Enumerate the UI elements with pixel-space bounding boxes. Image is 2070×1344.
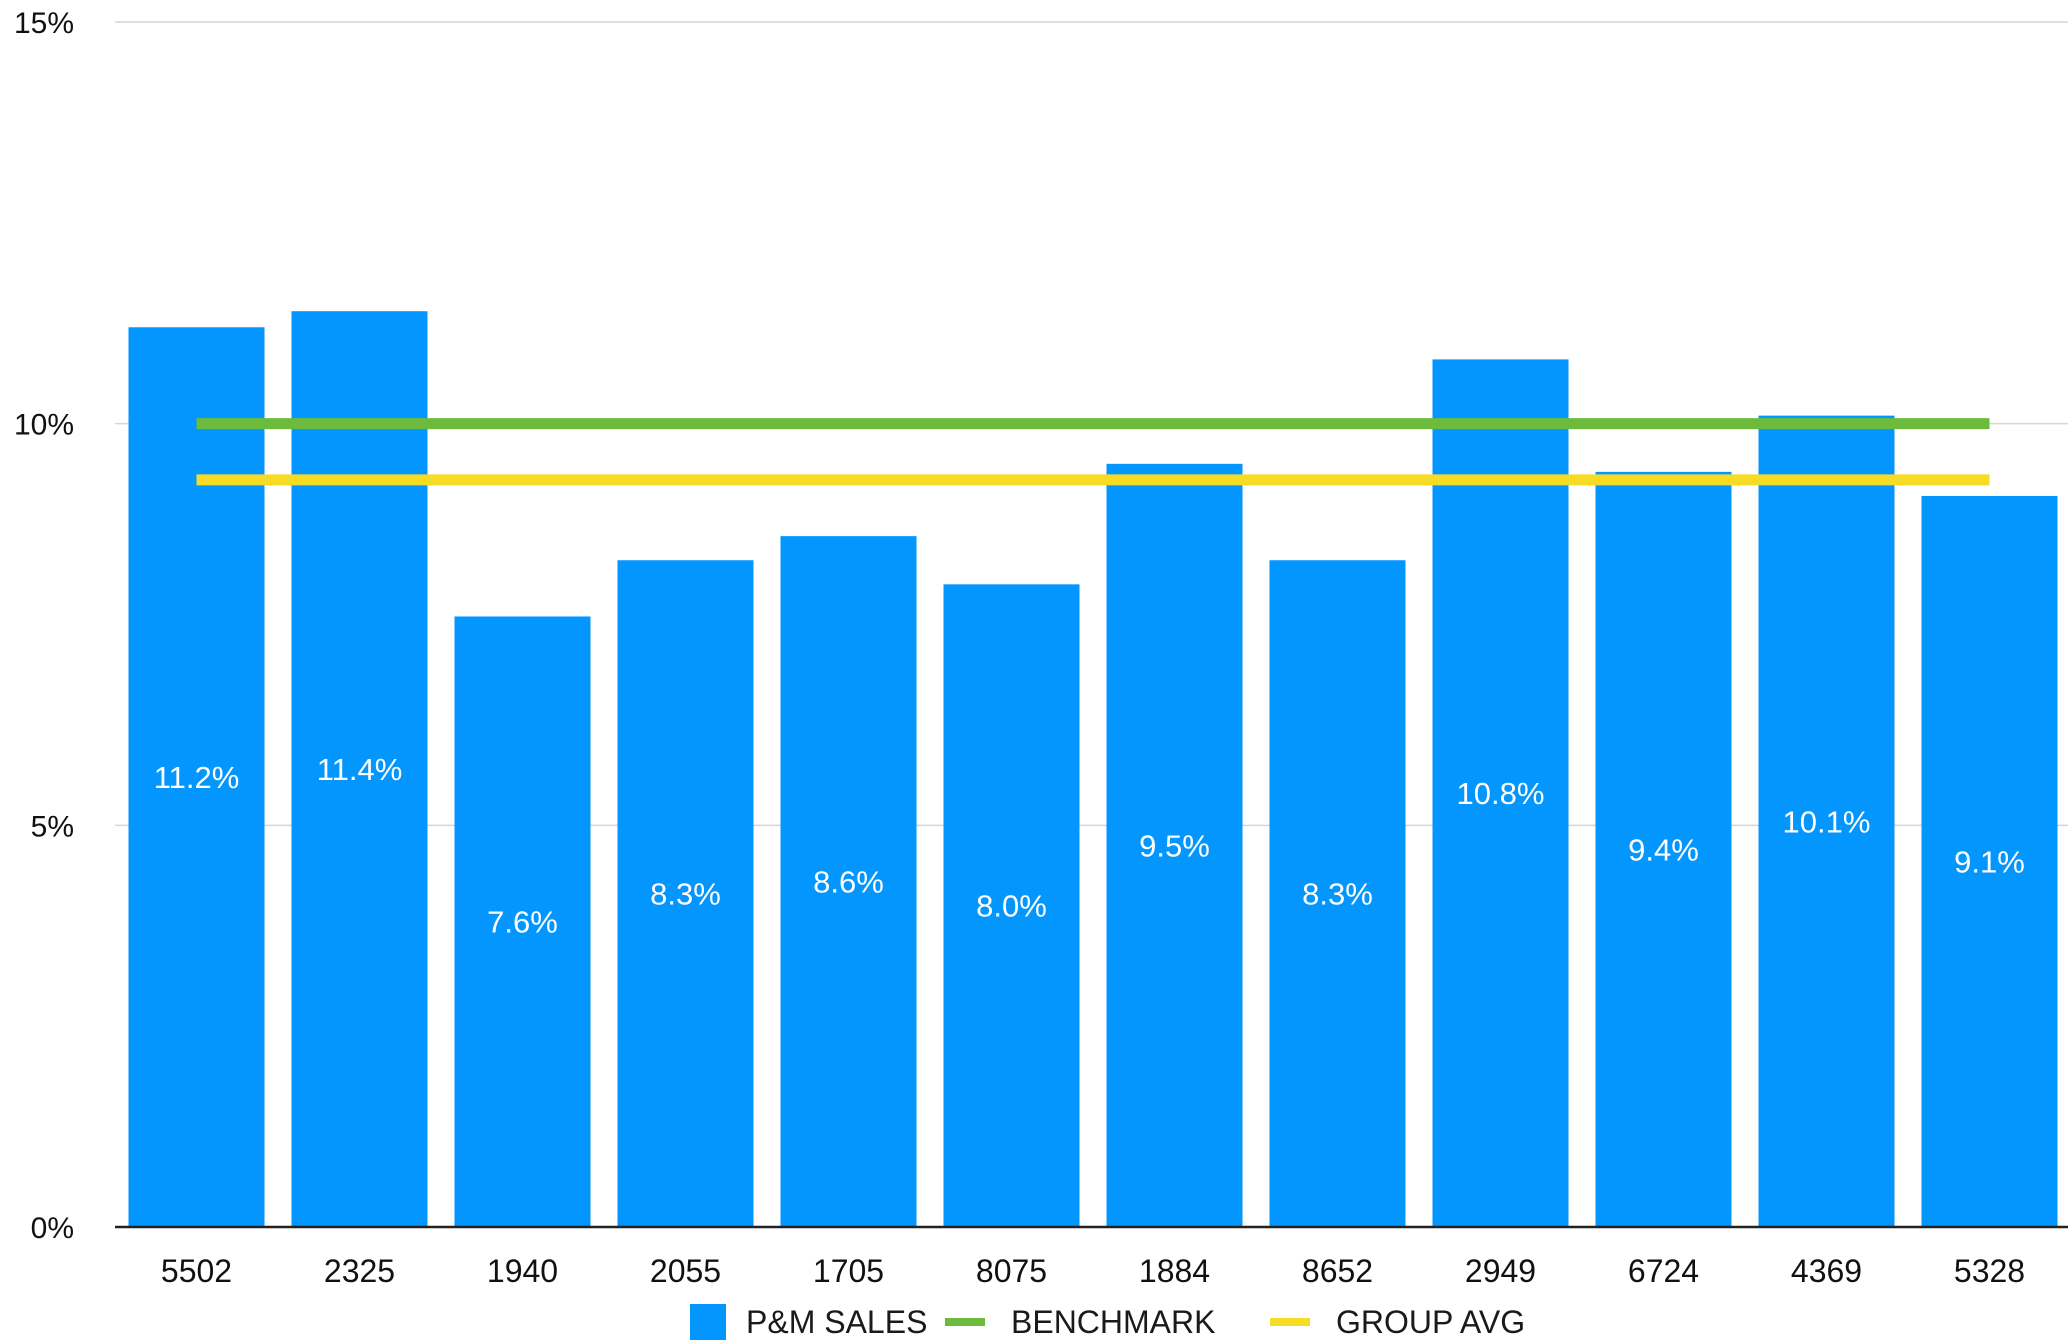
- x-tick-label-5328: 5328: [1954, 1253, 2025, 1289]
- x-tick-label-1940: 1940: [487, 1253, 558, 1289]
- bar-4369: [1758, 415, 1895, 1228]
- bars-p-and-m-sales: [128, 311, 2058, 1228]
- data-label-6724: 9.4%: [1628, 832, 1699, 867]
- bar-2055: [617, 560, 754, 1227]
- data-label-2055: 8.3%: [650, 877, 721, 912]
- bar-6724: [1595, 471, 1732, 1227]
- legend-label-p-m-sales: P&M SALES: [746, 1304, 927, 1340]
- x-tick-label-1705: 1705: [813, 1253, 884, 1289]
- x-tick-label-8652: 8652: [1302, 1253, 1373, 1289]
- bar-8652: [1269, 560, 1406, 1227]
- data-label-4369: 10.1%: [1783, 804, 1871, 839]
- legend-swatch-benchmark: [945, 1318, 985, 1326]
- legend-label-benchmark: BENCHMARK: [1011, 1304, 1215, 1340]
- bar-1705: [780, 536, 917, 1227]
- x-tick-label-2949: 2949: [1465, 1253, 1536, 1289]
- reference-lines: [196, 418, 1990, 486]
- bar-8075: [943, 584, 1080, 1227]
- x-tick-label-2055: 2055: [650, 1253, 721, 1289]
- legend-swatch-p-m-sales: [690, 1304, 726, 1340]
- bar-1940: [454, 616, 591, 1227]
- data-label-5502: 11.2%: [154, 760, 240, 795]
- y-tick-label: 15%: [14, 7, 74, 40]
- data-label-1884: 9.5%: [1139, 828, 1210, 863]
- data-label-8075: 8.0%: [976, 889, 1047, 924]
- x-tick-label-5502: 5502: [161, 1253, 232, 1289]
- data-label-2949: 10.8%: [1457, 776, 1545, 811]
- data-label-1940: 7.6%: [487, 905, 558, 940]
- bar-data-labels: 11.2% 11.4% 7.6% 8.3% 8.6% 8.0% 9.5% 8.3% 10.8% 9…: [154, 752, 2025, 940]
- data-label-5328: 9.1%: [1954, 844, 2025, 879]
- y-tick-label: 10%: [14, 409, 74, 442]
- bar-2325: [291, 311, 428, 1227]
- bar-2949: [1432, 359, 1569, 1227]
- x-axis-category-labels: 5502 2325 1940 2055 1705 8075 1884 8652 2949 6724…: [161, 1253, 2025, 1289]
- data-label-2325: 11.4%: [317, 752, 403, 787]
- legend-swatch-group-avg: [1270, 1318, 1310, 1326]
- y-axis-tick-labels: 0% 5% 10% 15%: [14, 7, 74, 1245]
- x-tick-label-8075: 8075: [976, 1253, 1047, 1289]
- legend-label-group-avg: GROUP AVG: [1336, 1304, 1525, 1340]
- legend: P&M SALES BENCHMARK GROUP AVG: [690, 1304, 1525, 1340]
- y-tick-label: 0%: [31, 1212, 74, 1245]
- bar-1884: [1106, 463, 1243, 1227]
- x-tick-label-1884: 1884: [1139, 1253, 1210, 1289]
- data-label-8652: 8.3%: [1302, 877, 1373, 912]
- bar-5328: [1921, 495, 2058, 1227]
- x-tick-label-4369: 4369: [1791, 1253, 1862, 1289]
- x-tick-label-2325: 2325: [324, 1253, 395, 1289]
- data-label-1705: 8.6%: [813, 865, 884, 900]
- x-tick-label-6724: 6724: [1628, 1253, 1699, 1289]
- y-tick-label: 5%: [31, 810, 74, 843]
